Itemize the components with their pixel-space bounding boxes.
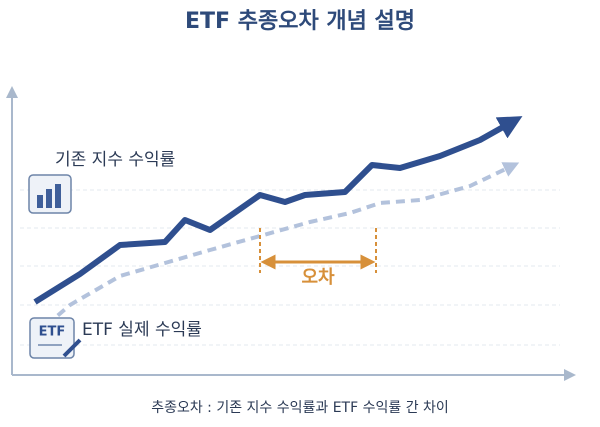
- etf-label: ETF 실제 수익률: [82, 320, 202, 340]
- error-marker: [259, 228, 377, 273]
- index-line: [33, 116, 523, 305]
- caption: 추종오차 : 기존 지수 수익률과 ETF 수익률 간 차이: [151, 400, 449, 416]
- error-label: 오차: [301, 267, 335, 288]
- chart-icon: [28, 174, 72, 214]
- etf-line: [33, 162, 520, 337]
- title: ETF 추종오차 개념 설명: [185, 9, 415, 34]
- etf-icon: ETF: [29, 317, 82, 359]
- index-label: 기존 지수 수익률: [55, 150, 175, 170]
- icon-text: ETF: [39, 325, 66, 340]
